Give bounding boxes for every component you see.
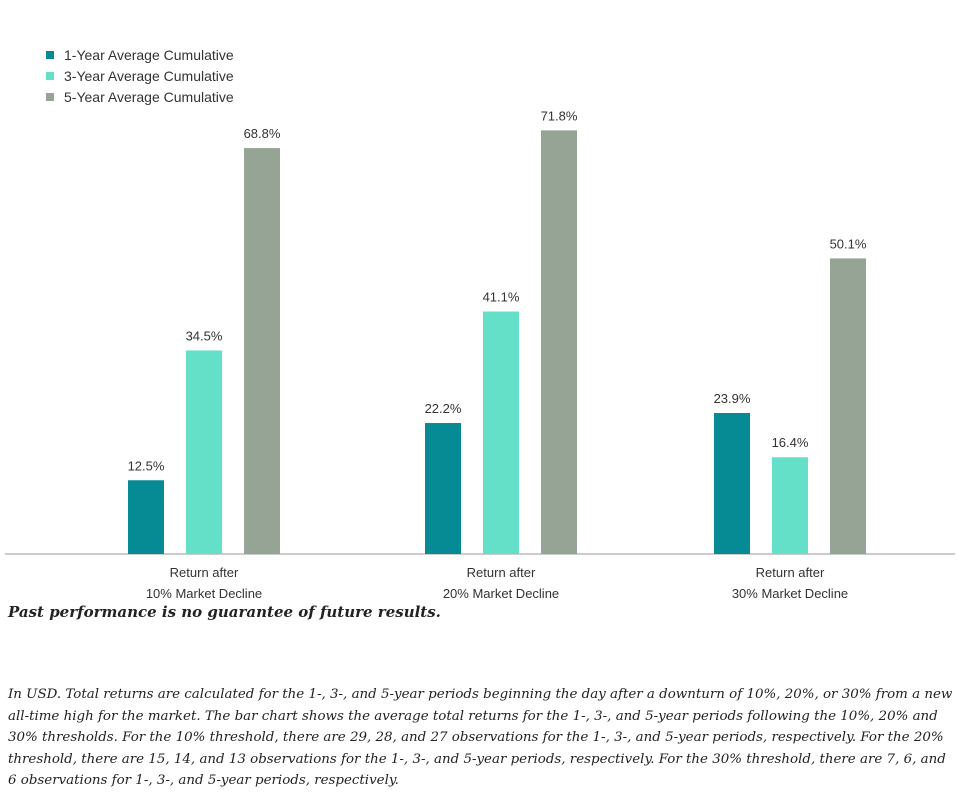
- legend-item-5-year: 5-Year Average Cumulative: [46, 86, 234, 107]
- methodology-footnote: In USD. Total returns are calculated for…: [8, 687, 953, 788]
- bar: [128, 480, 164, 554]
- x-tick-label: Return after: [170, 565, 239, 580]
- performance-disclaimer: Past performance is no guarantee of futu…: [8, 603, 441, 621]
- bar: [714, 412, 750, 554]
- legend-item-1-year: 1-Year Average Cumulative: [46, 44, 234, 65]
- data-label: 41.1%: [483, 290, 520, 305]
- x-tick-label: Return after: [756, 565, 825, 580]
- legend-label-1-year: 1-Year Average Cumulative: [64, 46, 234, 63]
- data-label: 23.9%: [714, 391, 751, 406]
- data-label: 68.8%: [244, 126, 281, 141]
- legend-item-3-year: 3-Year Average Cumulative: [46, 65, 234, 86]
- legend-swatch-1-year: [46, 50, 54, 59]
- bar: [541, 130, 577, 554]
- legend-swatch-3-year: [46, 71, 54, 80]
- legend-swatch-5-year: [46, 92, 54, 101]
- data-label: 34.5%: [186, 328, 223, 343]
- data-label: 16.4%: [772, 435, 809, 450]
- data-label: 71.8%: [541, 108, 578, 123]
- x-tick-label: 10% Market Decline: [146, 586, 262, 600]
- bar: [483, 311, 519, 554]
- bar: [244, 148, 280, 554]
- data-label: 22.2%: [425, 401, 462, 416]
- legend-label-5-year: 5-Year Average Cumulative: [64, 88, 234, 105]
- x-tick-label: 30% Market Decline: [732, 586, 848, 600]
- bar-chart: 12.5% 34.5% 68.8% Return after 10% Market De…: [5, 108, 955, 600]
- data-label: 12.5%: [128, 458, 165, 473]
- bar: [425, 423, 461, 554]
- x-tick-label: 20% Market Decline: [443, 586, 559, 600]
- x-tick-label: Return after: [467, 565, 536, 580]
- bar: [772, 457, 808, 554]
- chart-legend: 1-Year Average Cumulative 3-Year Average…: [46, 44, 234, 107]
- data-label: 50.1%: [830, 236, 867, 251]
- bar: [830, 258, 866, 554]
- bar: [186, 350, 222, 554]
- legend-label-3-year: 3-Year Average Cumulative: [64, 67, 234, 84]
